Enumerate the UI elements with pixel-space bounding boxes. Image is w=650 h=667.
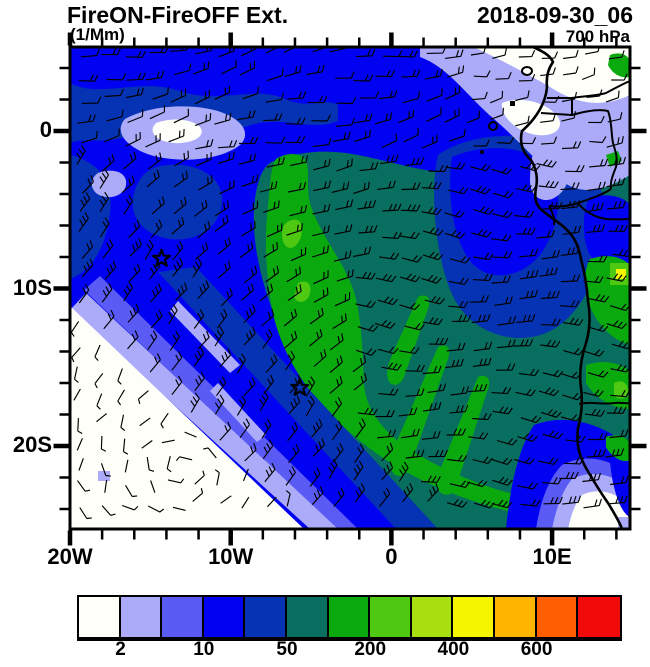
plot-title: FireON-FireOFF Ext. xyxy=(67,2,289,28)
principe-island xyxy=(510,101,515,106)
y-axis-label-0: 0 xyxy=(39,117,52,142)
x-axis-label-0: 0 xyxy=(385,544,398,569)
colorbar-cell-3 xyxy=(203,597,246,637)
colorbar-cell-2 xyxy=(162,597,204,637)
filled-contour-field xyxy=(70,47,630,529)
colorbar-cell-1 xyxy=(120,597,163,637)
colorbar-cell-7 xyxy=(370,597,412,637)
colorbar-label-2: 2 xyxy=(115,639,126,660)
colorbar-cell-5 xyxy=(286,597,329,637)
colorbar-label-10: 10 xyxy=(193,639,215,660)
colorbar-label-200: 200 xyxy=(354,639,387,660)
colorbar-cell-4 xyxy=(245,597,287,637)
plot-pressure-level: 700 hPa xyxy=(565,27,630,46)
colorbar xyxy=(77,595,622,641)
plot-datetime: 2018-09-30_06 xyxy=(476,2,633,28)
map-canvas xyxy=(70,47,630,529)
y-axis-label-20S: 20S xyxy=(12,432,52,457)
colorbar-cell-9 xyxy=(453,597,495,637)
x-axis-label-10E: 10E xyxy=(532,544,572,569)
colorbar-cell-12 xyxy=(578,597,620,637)
colorbar-label-600: 600 xyxy=(520,639,553,660)
plot-units-label: (1/Mm) xyxy=(70,25,125,44)
annobon-island xyxy=(480,150,484,154)
colorbar-cell-11 xyxy=(536,597,579,637)
colorbar-cell-0 xyxy=(79,597,121,637)
colorbar-label-50: 50 xyxy=(276,639,298,660)
colorbar-cell-6 xyxy=(328,597,371,637)
colorbar-cell-8 xyxy=(411,597,454,637)
y-axis-label-10S: 10S xyxy=(12,274,52,300)
x-axis-label-20W: 20W xyxy=(47,544,93,569)
colorbar-cell-10 xyxy=(494,597,537,637)
colorbar-label-400: 400 xyxy=(437,639,470,660)
x-axis-label-10W: 10W xyxy=(208,544,254,569)
